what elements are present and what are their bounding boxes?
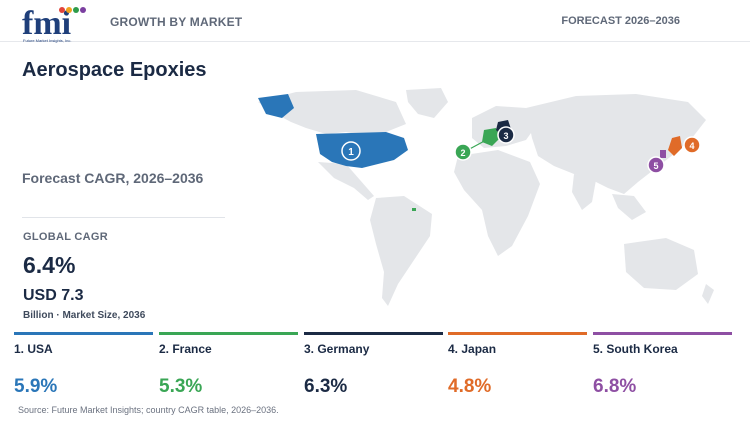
land-africa — [454, 150, 540, 256]
land-south-america — [370, 196, 432, 306]
country-cards: 1. USA 5.9% 2. France 5.3% 3. Germany 6.… — [14, 332, 736, 402]
land-australia — [624, 238, 698, 290]
marker-japan-label: 4 — [689, 141, 694, 151]
market-size-caption: Billion · Market Size, 2036 — [23, 310, 146, 321]
country-card-japan: 4. Japan 4.8% — [448, 332, 587, 402]
page-subtitle: Forecast CAGR, 2026–2036 — [22, 170, 204, 186]
section-label: GROWTH BY MARKET — [110, 15, 243, 29]
south-korea-highlight — [660, 150, 666, 158]
country-card-usa: 1. USA 5.9% — [14, 332, 153, 402]
land-masses — [258, 88, 714, 306]
world-map: 1 2 3 4 5 — [258, 88, 714, 306]
country-cagr: 6.3% — [304, 376, 348, 397]
marker-germany-label: 3 — [503, 131, 508, 141]
marker-france-label: 2 — [460, 148, 465, 158]
marker-japan: 4 — [683, 136, 701, 154]
country-name: 2. France — [159, 342, 212, 356]
header-bar: fmi Future Market Insights, Inc. GROWTH … — [0, 0, 750, 43]
forecast-period-label: FORECAST 2026–2036 — [561, 15, 680, 27]
country-name: 5. South Korea — [593, 342, 678, 356]
global-cagr-label: GLOBAL CAGR — [23, 231, 108, 243]
source-note: Source: Future Market Insights; country … — [18, 405, 279, 415]
land-south-asia — [572, 174, 596, 210]
country-card-germany: 3. Germany 6.3% — [304, 332, 443, 402]
country-cagr: 5.9% — [14, 376, 58, 397]
market-size-value: USD 7.3 — [23, 287, 84, 304]
marker-germany: 3 — [497, 126, 515, 144]
land-southeast-asia — [612, 194, 646, 220]
country-cagr: 4.8% — [448, 376, 492, 397]
country-name: 1. USA — [14, 342, 53, 356]
country-name: 4. Japan — [448, 342, 497, 356]
page-title: Aerospace Epoxies — [22, 59, 207, 81]
caribbean-highlight — [412, 208, 416, 211]
card-accent-bar — [304, 332, 443, 335]
japan-highlight — [668, 136, 682, 156]
card-accent-bar — [593, 332, 732, 335]
country-name: 3. Germany — [304, 342, 370, 356]
marker-south-korea-label: 5 — [653, 161, 658, 171]
land-asia — [526, 94, 706, 194]
card-accent-bar — [448, 332, 587, 335]
card-accent-bar — [159, 332, 298, 335]
marker-usa: 1 — [341, 141, 361, 161]
land-new-zealand — [702, 284, 714, 304]
land-north-america — [258, 90, 406, 136]
country-cagr: 5.3% — [159, 376, 203, 397]
france-highlight — [482, 128, 500, 146]
land-greenland — [406, 88, 448, 118]
global-cagr-value: 6.4% — [23, 252, 76, 278]
marker-south-korea: 5 — [647, 156, 665, 174]
fmi-logo: fmi — [22, 6, 86, 40]
marker-usa-label: 1 — [348, 147, 354, 158]
country-card-south-korea: 5. South Korea 6.8% — [593, 332, 732, 402]
marker-france: 2 — [454, 143, 472, 161]
alaska-highlight — [258, 94, 294, 118]
country-card-france: 2. France 5.3% — [159, 332, 298, 402]
card-accent-bar — [14, 332, 153, 335]
usa-highlight — [316, 132, 408, 168]
logo-tagline: Future Market Insights, Inc. — [23, 38, 72, 43]
land-central-america — [318, 162, 374, 200]
country-cagr: 6.8% — [593, 376, 637, 397]
divider — [22, 217, 225, 218]
